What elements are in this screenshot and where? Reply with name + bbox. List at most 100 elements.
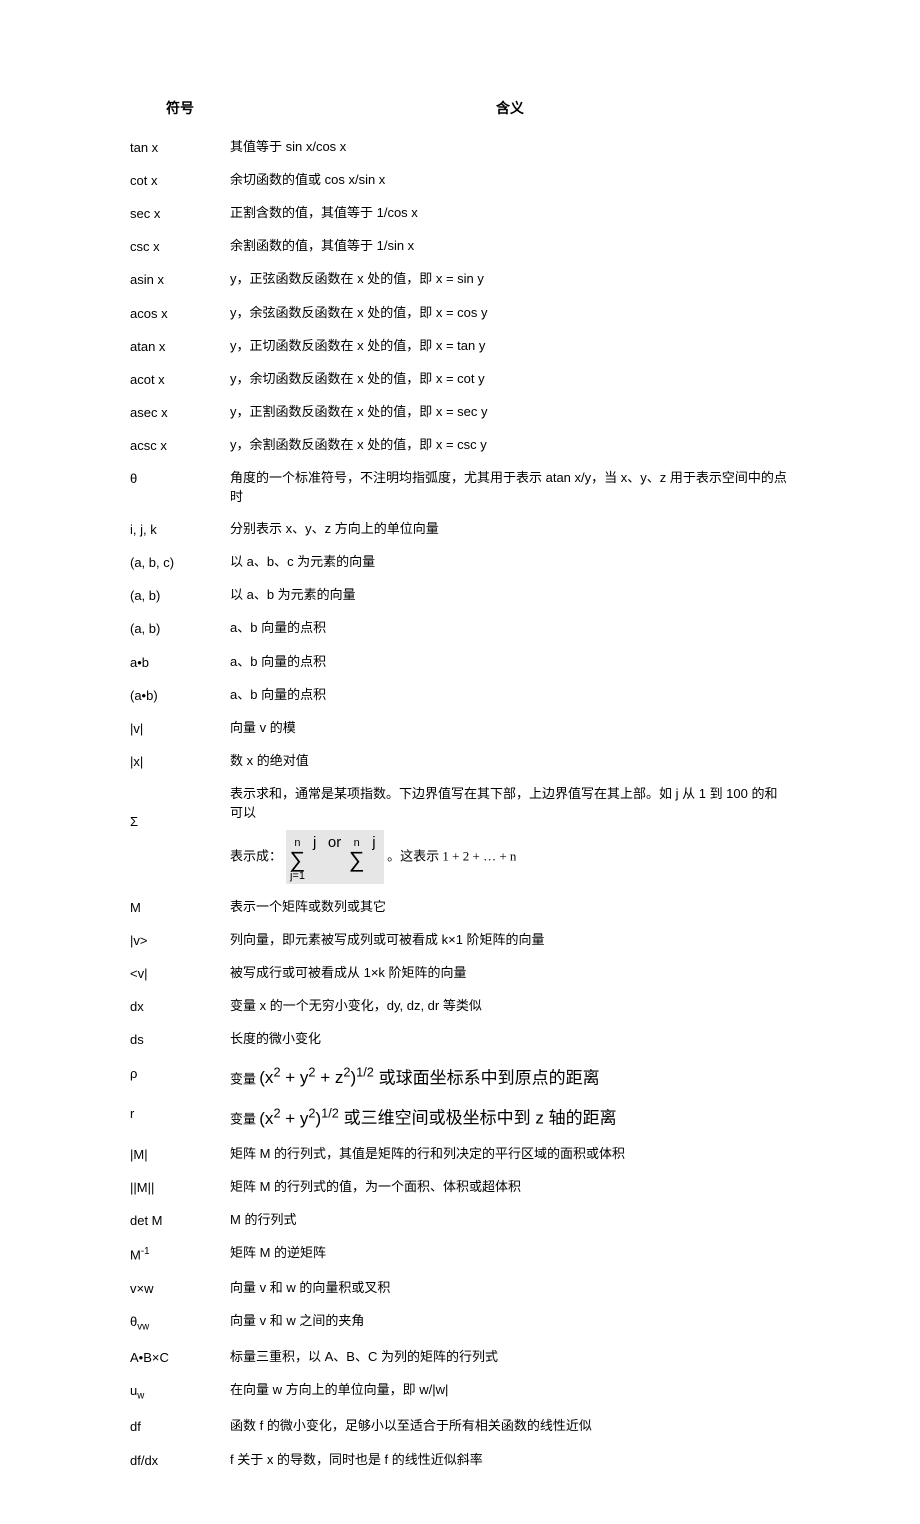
table-row: M-1矩阵 M 的逆矩阵 — [130, 1244, 790, 1265]
definition-cell: a、b 向量的点积 — [230, 653, 790, 671]
table-row: atan xy，正切函数反函数在 x 处的值，即 x = tan y — [130, 337, 790, 356]
symbol-cell: det M — [130, 1211, 230, 1230]
definition-cell: 矩阵 M 的行列式，其值是矩阵的行和列决定的平行区域的面积或体积 — [230, 1145, 790, 1163]
definition-cell: M 的行列式 — [230, 1211, 790, 1229]
definition-cell: 表示一个矩阵或数列或其它 — [230, 898, 790, 916]
sigma-line2: 表示成： n ∑ j=1 j or n ∑ j=1 j 。这表示 1 + 2 +… — [230, 830, 790, 884]
symbol-cell: |v> — [130, 931, 230, 950]
header-meaning: 含义 — [230, 100, 790, 120]
definition-cell: 分别表示 x、y、z 方向上的单位向量 — [230, 520, 790, 538]
definition-cell: 以 a、b 为元素的向量 — [230, 586, 790, 604]
symbol-cell: tan x — [130, 138, 230, 157]
sigma-suffix: 。这表示 1 + 2 + … + n — [387, 848, 516, 863]
header-symbol: 符号 — [130, 100, 230, 120]
table-row: (a, b, c)以 a、b、c 为元素的向量 — [130, 553, 790, 572]
table-row: dx变量 x 的一个无穷小变化，dy, dz, dr 等类似 — [130, 997, 790, 1016]
rho-math: (x2 + y2 + z2)1/2 — [259, 1068, 374, 1087]
symbol-cell: asin x — [130, 270, 230, 289]
definition-cell: 向量 v 和 w 的向量积或叉积 — [230, 1279, 790, 1297]
table-row: <v|被写成行或可被看成从 1×k 阶矩阵的向量 — [130, 964, 790, 983]
symbol-cell: acsc x — [130, 436, 230, 455]
definition-cell: 矩阵 M 的行列式的值，为一个面积、体积或超体积 — [230, 1178, 790, 1196]
table-row: uw在向量 w 方向上的单位向量，即 w/|w| — [130, 1381, 790, 1403]
symbol-cell: csc x — [130, 237, 230, 256]
table-row: cot x余切函数的值或 cos x/sin x — [130, 171, 790, 190]
symbol-cell: ||M|| — [130, 1178, 230, 1197]
definition-cell: 函数 f 的微小变化，足够小以至适合于所有相关函数的线性近似 — [230, 1417, 790, 1435]
symbol-cell: asec x — [130, 403, 230, 422]
symbol-cell: (a, b, c) — [130, 553, 230, 572]
table-row: acsc xy，余割函数反函数在 x 处的值，即 x = csc y — [130, 436, 790, 455]
symbol-cell: ds — [130, 1030, 230, 1049]
symbol-cell: A•B×C — [130, 1348, 230, 1367]
symbol-cell: sec x — [130, 204, 230, 223]
definition-cell: y，正割函数反函数在 x 处的值，即 x = sec y — [230, 403, 790, 421]
definition-cell: 角度的一个标准符号，不注明均指弧度，尤其用于表示 atan x/y，当 x、y、… — [230, 469, 790, 505]
definition-cell: y，正弦函数反函数在 x 处的值，即 x = sin y — [230, 270, 790, 288]
table-row: |v|向量 v 的模 — [130, 719, 790, 738]
definition-cell: y，正切函数反函数在 x 处的值，即 x = tan y — [230, 337, 790, 355]
table-row: df函数 f 的微小变化，足够小以至适合于所有相关函数的线性近似 — [130, 1417, 790, 1436]
symbol-cell: dx — [130, 997, 230, 1016]
definition-cell: 标量三重积，以 A、B、C 为列的矩阵的行列式 — [230, 1348, 790, 1366]
definition-cell: 其值等于 sin x/cos x — [230, 138, 790, 156]
definition-cell: 列向量，即元素被写成列或可被看成 k×1 阶矩阵的向量 — [230, 931, 790, 949]
definition-cell: 以 a、b、c 为元素的向量 — [230, 553, 790, 571]
table-row: a•ba、b 向量的点积 — [130, 653, 790, 672]
symbol-cell: |M| — [130, 1145, 230, 1164]
table-row: i, j, k分别表示 x、y、z 方向上的单位向量 — [130, 520, 790, 539]
definition-cell: 被写成行或可被看成从 1×k 阶矩阵的向量 — [230, 964, 790, 982]
symbol-cell: acot x — [130, 370, 230, 389]
table-row: A•B×C标量三重积，以 A、B、C 为列的矩阵的行列式 — [130, 1348, 790, 1367]
sigma-prefix: 表示成： — [230, 848, 282, 863]
table-row: θ角度的一个标准符号，不注明均指弧度，尤其用于表示 atan x/y，当 x、y… — [130, 469, 790, 505]
sigma-line1: 表示求和，通常是某项指数。下边界值写在其下部，上边界值写在其上部。如 j 从 1… — [230, 785, 790, 821]
symbol-cell: acos x — [130, 304, 230, 323]
table-row: csc x余割函数的值，其值等于 1/sin x — [130, 237, 790, 256]
symbol-cell: df — [130, 1417, 230, 1436]
symbol-cell: (a, b) — [130, 619, 230, 638]
r-math: (x2 + y2)1/2 — [259, 1109, 339, 1128]
definition-cell: f 关于 x 的导数，同时也是 f 的线性近似斜率 — [230, 1451, 790, 1469]
definition-cell: y，余割函数反函数在 x 处的值，即 x = csc y — [230, 436, 790, 454]
symbol-cell: df/dx — [130, 1451, 230, 1470]
symbol-cell: <v| — [130, 964, 230, 983]
definition-cell: 长度的微小变化 — [230, 1030, 790, 1048]
definition-cell: 正割含数的值，其值等于 1/cos x — [230, 204, 790, 222]
symbol-cell: θvw — [130, 1312, 230, 1334]
definition-cell: 向量 v 的模 — [230, 719, 790, 737]
table-row: asec xy，正割函数反函数在 x 处的值，即 x = sec y — [130, 403, 790, 422]
definition-cell: 变量 (x2 + y2)1/2 或三维空间或极坐标中到 z 轴的距离 — [230, 1104, 790, 1130]
definition-cell: 在向量 w 方向上的单位向量，即 w/|w| — [230, 1381, 790, 1399]
symbol-cell: (a•b) — [130, 686, 230, 705]
symbol-cell: M — [130, 898, 230, 917]
table-row: det MM 的行列式 — [130, 1211, 790, 1230]
table-row: (a, b)a、b 向量的点积 — [130, 619, 790, 638]
table-row: ||M||矩阵 M 的行列式的值，为一个面积、体积或超体积 — [130, 1178, 790, 1197]
table-row: asin xy，正弦函数反函数在 x 处的值，即 x = sin y — [130, 270, 790, 289]
table-header: 符号 含义 — [130, 100, 790, 120]
symbol-cell: cot x — [130, 171, 230, 190]
symbol-cell: r — [130, 1104, 230, 1123]
table-row: θvw向量 v 和 w 之间的夹角 — [130, 1312, 790, 1334]
symbol-cell: uw — [130, 1381, 230, 1403]
definition-cell: 余割函数的值，其值等于 1/sin x — [230, 237, 790, 255]
table-row: sec x正割含数的值，其值等于 1/cos x — [130, 204, 790, 223]
symbol-cell: |x| — [130, 752, 230, 771]
symbol-cell: i, j, k — [130, 520, 230, 539]
definition-cell: 表示求和，通常是某项指数。下边界值写在其下部，上边界值写在其上部。如 j 从 1… — [230, 785, 790, 883]
definition-cell: a、b 向量的点积 — [230, 619, 790, 637]
definition-cell: 余切函数的值或 cos x/sin x — [230, 171, 790, 189]
sigma-formula-box: n ∑ j=1 j or n ∑ j=1 j — [286, 830, 384, 884]
definition-cell: 数 x 的绝对值 — [230, 752, 790, 770]
table-row: (a, b)以 a、b 为元素的向量 — [130, 586, 790, 605]
symbol-cell: atan x — [130, 337, 230, 356]
definition-cell: 变量 (x2 + y2 + z2)1/2 或球面坐标系中到原点的距离 — [230, 1064, 790, 1090]
symbol-cell: Σ — [130, 785, 230, 831]
table-row: |M|矩阵 M 的行列式，其值是矩阵的行和列决定的平行区域的面积或体积 — [130, 1145, 790, 1164]
table-row: v×w向量 v 和 w 的向量积或叉积 — [130, 1279, 790, 1298]
table-row: df/dxf 关于 x 的导数，同时也是 f 的线性近似斜率 — [130, 1451, 790, 1470]
symbol-cell: v×w — [130, 1279, 230, 1298]
row-rho: ρ 变量 (x2 + y2 + z2)1/2 或球面坐标系中到原点的距离 — [130, 1064, 790, 1090]
row-sigma: Σ 表示求和，通常是某项指数。下边界值写在其下部，上边界值写在其上部。如 j 从… — [130, 785, 790, 883]
